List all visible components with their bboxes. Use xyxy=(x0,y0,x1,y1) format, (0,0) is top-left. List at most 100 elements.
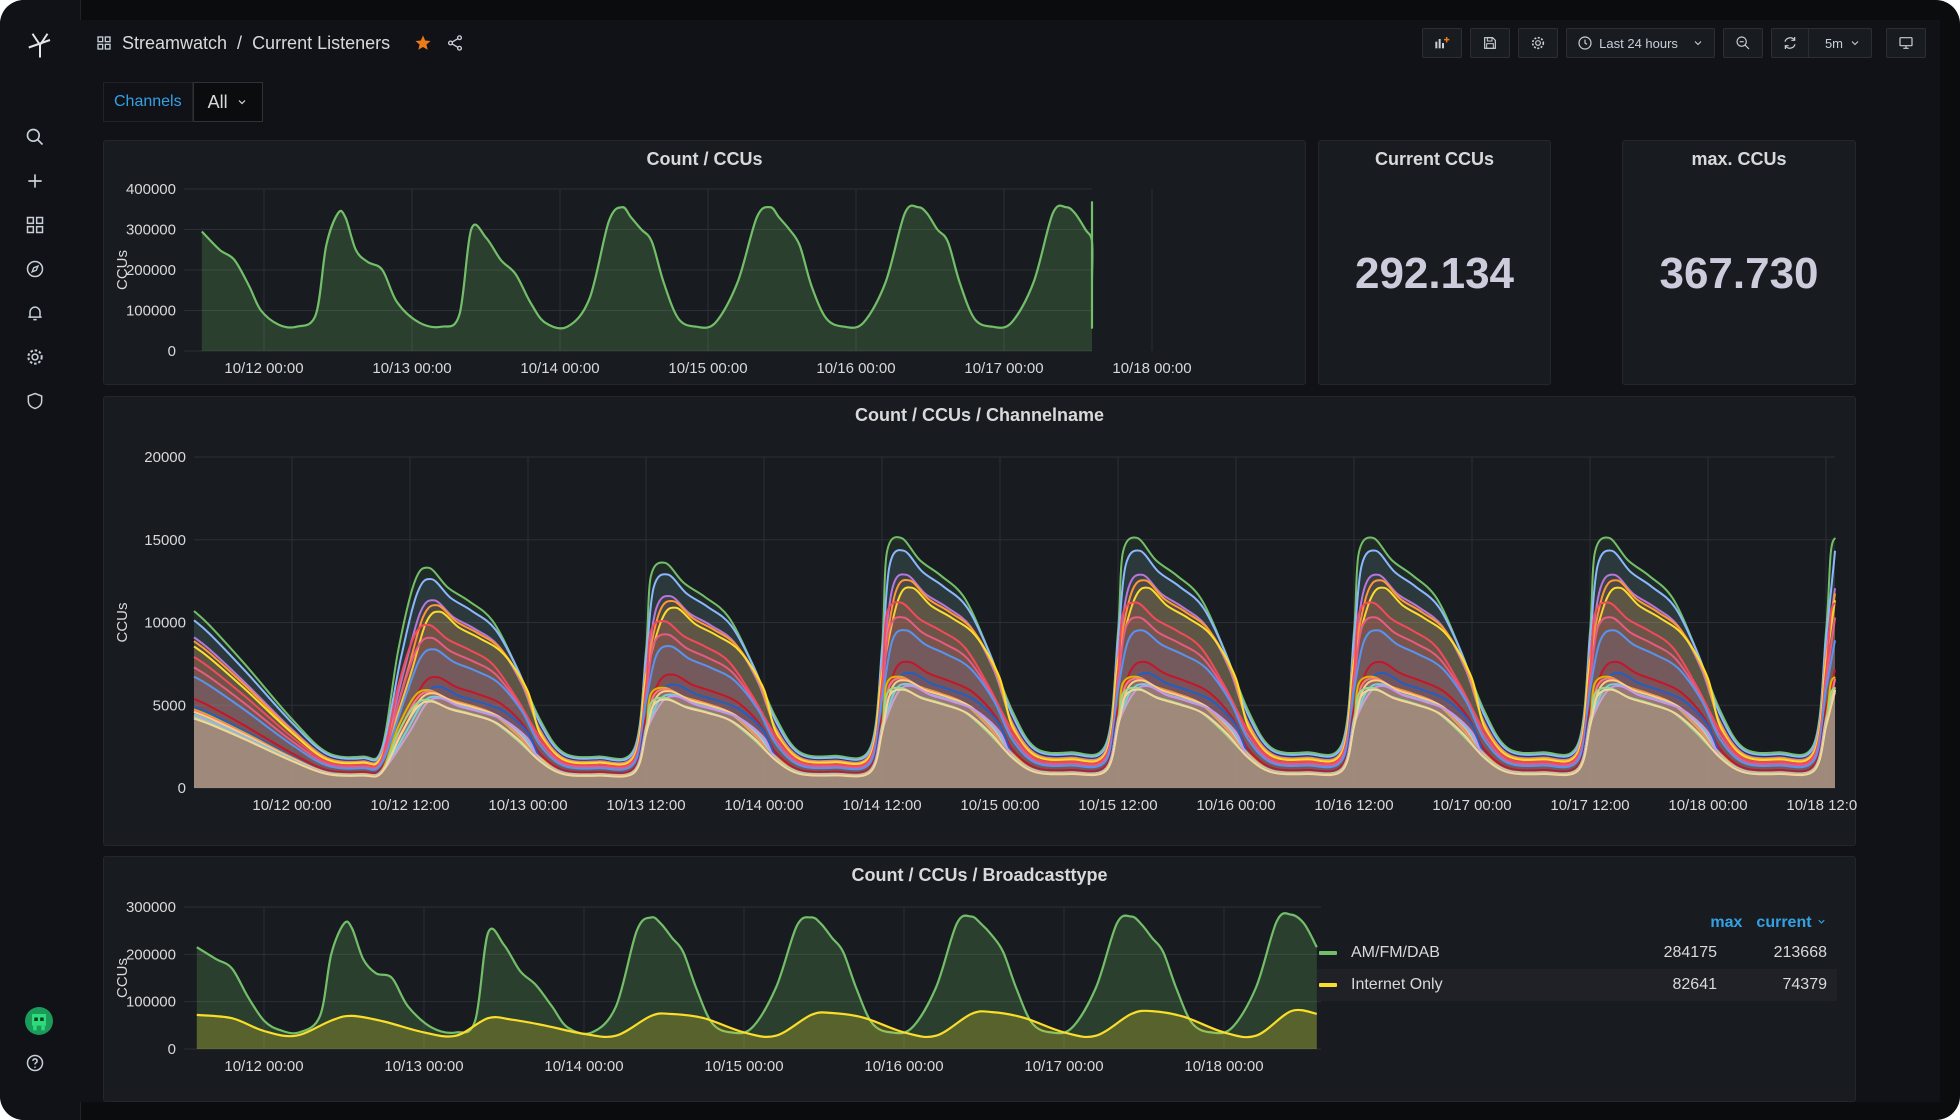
series-area xyxy=(194,683,1835,788)
legend-current-value: 74379 xyxy=(1782,976,1828,993)
dashboard-settings-button[interactable] xyxy=(1518,28,1559,58)
avatar-icon[interactable] xyxy=(25,1006,77,1036)
x-tick-label: 10/15 12:00 xyxy=(1078,797,1157,814)
panel-title: Count / CCUs xyxy=(646,149,763,169)
star-icon[interactable] xyxy=(414,34,432,52)
legend-max-header[interactable]: max xyxy=(1710,914,1743,931)
alert-bell-icon[interactable] xyxy=(25,298,77,328)
zoom-out-button[interactable] xyxy=(1722,28,1763,58)
help-icon[interactable] xyxy=(25,1048,77,1078)
channels-variable-value: All xyxy=(207,91,228,112)
grid-icon xyxy=(97,36,111,50)
series-line xyxy=(193,549,1836,762)
y-tick-label: 400000 xyxy=(126,181,176,198)
settings-icon xyxy=(1532,36,1545,50)
x-tick-label: 10/17 00:00 xyxy=(1024,1058,1103,1075)
series-line xyxy=(193,688,1836,778)
legend-row[interactable]: Internet Only 82641 74379 xyxy=(1317,969,1837,1001)
refresh-icon xyxy=(1784,37,1796,49)
breadcrumb-folder[interactable]: Streamwatch xyxy=(122,32,228,53)
series-area xyxy=(194,661,1835,788)
legend: max current AM/FM/DAB 284175 213668 Inte… xyxy=(1317,909,1837,1001)
series-area xyxy=(194,685,1835,788)
dashboards-icon[interactable] xyxy=(25,210,77,240)
search-icon[interactable] xyxy=(25,122,77,152)
save-icon xyxy=(1484,37,1497,49)
series-area xyxy=(194,550,1835,788)
x-tick-label: 10/16 00:00 xyxy=(864,1058,943,1075)
series-area xyxy=(194,537,1835,788)
channelname-panel[interactable]: Count / CCUs / Channelname 20000 15000 100… xyxy=(103,396,1857,846)
current-ccus-panel[interactable]: Current CCUs 292.134 xyxy=(1318,140,1551,385)
x-tick-label: 10/12 00:00 xyxy=(252,797,331,814)
explore-icon[interactable] xyxy=(25,254,77,284)
x-tick-label: 10/13 00:00 xyxy=(372,360,451,377)
series-line xyxy=(193,601,1836,768)
zoom-out-icon xyxy=(1736,36,1750,50)
x-tick-label: 10/18 00:00 xyxy=(1668,797,1747,814)
logo-icon[interactable] xyxy=(25,30,77,60)
refresh-interval-picker[interactable]: 5m xyxy=(1815,36,1871,51)
channelname-chart: 20000 15000 10000 5000 0 10/12 00:00 10/12 12:… xyxy=(114,449,1857,814)
x-tick-label: 10/15 00:00 xyxy=(668,360,747,377)
time-picker-button[interactable]: Last 24 hours xyxy=(1566,28,1715,58)
y-tick-label: 5000 xyxy=(153,697,186,714)
count-ccus-panel[interactable]: Count / CCUs 400000 300000 200000 100000 0 10… xyxy=(103,140,1306,385)
y-tick-label: 300000 xyxy=(126,899,176,916)
x-tick-label: 10/14 00:00 xyxy=(520,360,599,377)
plus-icon[interactable] xyxy=(25,166,77,196)
refresh-button[interactable] xyxy=(1772,29,1809,57)
series-area xyxy=(194,676,1835,788)
x-tick-label: 10/17 00:00 xyxy=(964,360,1043,377)
dashboard-title[interactable]: Current Listeners xyxy=(252,32,391,53)
time-range-label: Last 24 hours xyxy=(1599,35,1678,51)
legend-row[interactable]: AM/FM/DAB 284175 213668 xyxy=(1317,937,1837,969)
series-area xyxy=(194,630,1835,788)
y-axis-label: CCUs xyxy=(114,603,131,643)
x-tick-label: 10/18 00:00 xyxy=(1184,1058,1263,1075)
x-tick-label: 10/13 12:00 xyxy=(606,797,685,814)
x-tick-label: 10/13 00:00 xyxy=(488,797,567,814)
series-line xyxy=(196,1008,1318,1039)
add-panel-icon xyxy=(1435,37,1450,49)
broadcasttype-chart: 300000 200000 100000 0 10/12 00:00 10/13 00:0… xyxy=(114,899,1321,1075)
x-tick-label: 10/18 12:00 xyxy=(1786,797,1857,814)
share-icon[interactable] xyxy=(446,34,464,52)
chevron-down-icon xyxy=(1851,41,1859,46)
current-ccus-value: 292.134 xyxy=(1354,249,1515,298)
toolbar: Last 24 hours 5m xyxy=(1422,28,1926,58)
legend-current-value: 213668 xyxy=(1773,944,1827,961)
x-tick-label: 10/14 12:00 xyxy=(842,797,921,814)
series-line xyxy=(193,616,1836,770)
legend-max-value: 284175 xyxy=(1663,944,1717,961)
panel-title: max. CCUs xyxy=(1691,149,1787,169)
y-tick-label: 0 xyxy=(168,343,176,360)
series-area xyxy=(194,579,1835,788)
broadcasttype-panel[interactable]: Count / CCUs / Broadcasttype 300000 20000… xyxy=(103,856,1856,1102)
series-line xyxy=(193,586,1836,766)
legend-current-header[interactable]: current xyxy=(1756,914,1827,932)
shield-icon[interactable] xyxy=(25,386,77,416)
x-tick-label: 10/15 00:00 xyxy=(960,797,1039,814)
x-tick-label: 10/16 00:00 xyxy=(1196,797,1275,814)
y-tick-label: 0 xyxy=(168,1041,176,1058)
add-panel-button[interactable] xyxy=(1422,28,1463,58)
x-tick-label: 10/12 00:00 xyxy=(224,1058,303,1075)
panel-title: Count / CCUs / Broadcasttype xyxy=(851,865,1108,885)
top-navbar: Streamwatch / Current Listeners La xyxy=(80,20,1940,68)
x-tick-label: 10/14 00:00 xyxy=(544,1058,623,1075)
clock-icon xyxy=(1578,36,1592,50)
panel-title: Current CCUs xyxy=(1374,149,1494,169)
save-button[interactable] xyxy=(1470,28,1511,58)
x-tick-label: 10/17 12:00 xyxy=(1550,797,1629,814)
channels-variable-select[interactable]: All xyxy=(192,82,263,122)
series-area xyxy=(194,687,1835,788)
series-area xyxy=(194,617,1835,788)
settings-gear-icon[interactable] xyxy=(25,342,77,372)
breadcrumb-separator: / xyxy=(237,32,243,53)
max-ccus-panel[interactable]: max. CCUs 367.730 xyxy=(1622,140,1856,385)
view-mode-button[interactable] xyxy=(1886,28,1926,58)
tv-icon xyxy=(1899,37,1913,49)
x-tick-label: 10/12 00:00 xyxy=(224,360,303,377)
